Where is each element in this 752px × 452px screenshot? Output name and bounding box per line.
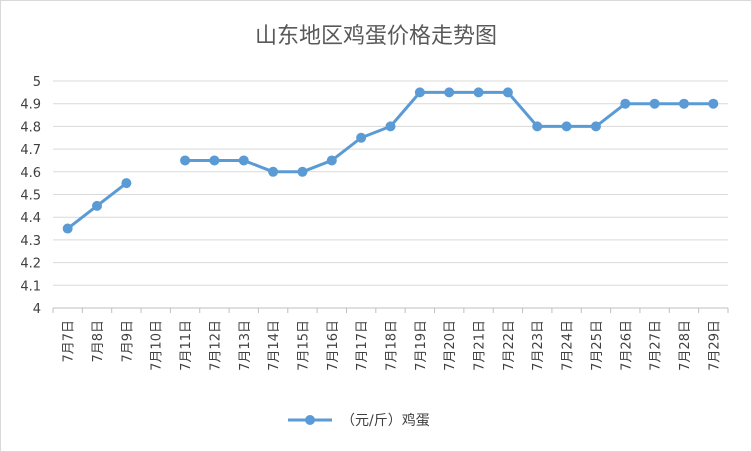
data-point[interactable]: [385, 121, 396, 132]
x-tick-label: 7月14日: [267, 320, 282, 371]
x-tick-label: 7月10日: [150, 320, 165, 371]
x-tick-label: 7月25日: [590, 320, 605, 371]
data-point[interactable]: [502, 87, 513, 98]
data-point[interactable]: [708, 98, 719, 109]
x-tick-label: 7月24日: [561, 320, 576, 371]
y-tick-label: 4.6: [20, 166, 41, 181]
x-tick-label: 7月17日: [355, 320, 370, 371]
data-point[interactable]: [297, 166, 308, 177]
x-tick-label: 7月11日: [179, 320, 194, 371]
data-point[interactable]: [209, 155, 220, 166]
y-tick-label: 4: [33, 302, 41, 317]
data-point[interactable]: [62, 223, 73, 234]
y-tick-label: 4.4: [20, 211, 41, 226]
data-point[interactable]: [444, 87, 455, 98]
x-tick-label: 7月8日: [91, 320, 106, 363]
y-tick-label: 4.2: [20, 257, 41, 272]
data-point[interactable]: [649, 98, 660, 109]
x-tick-label: 7月26日: [619, 320, 634, 371]
legend-point-marker: [305, 415, 315, 425]
y-tick-label: 4.1: [20, 279, 41, 294]
x-tick-label: 7月20日: [443, 320, 458, 371]
data-point[interactable]: [590, 121, 601, 132]
x-tick-label: 7月22日: [502, 320, 517, 371]
legend-label: （元/斤）鸡蛋: [341, 412, 430, 429]
x-tick-label: 7月9日: [120, 320, 135, 363]
x-tick-label: 7月7日: [62, 320, 77, 363]
legend[interactable]: （元/斤）鸡蛋: [288, 412, 430, 429]
data-points: [62, 87, 719, 234]
data-point[interactable]: [238, 155, 249, 166]
chart-title: 山东地区鸡蛋价格走势图: [255, 24, 497, 49]
y-tick-label: 5: [33, 75, 41, 90]
data-point[interactable]: [678, 98, 689, 109]
x-tick-label: 7月16日: [326, 320, 341, 371]
data-point[interactable]: [268, 166, 279, 177]
series-lines: [66, 90, 715, 231]
grid-lines: [53, 80, 728, 286]
y-tick-label: 4.3: [20, 234, 41, 249]
x-tick-label: 7月18日: [385, 320, 400, 371]
data-point[interactable]: [180, 155, 191, 166]
x-tick-labels: 7月7日 7月8日 7月9日 7月10日 7月11日 7月12日 7月13日 7月14日 7月1…: [62, 320, 723, 371]
data-point[interactable]: [561, 121, 572, 132]
x-tick-label: 7月15日: [296, 320, 311, 371]
y-tick-label: 4.8: [20, 120, 41, 135]
series-line: [183, 90, 715, 174]
x-tick-label: 7月13日: [238, 320, 253, 371]
y-tick-labels: 4 4.1 4.2 4.3 4.4 4.5 4.6 4.7 4.8 4.9 5: [20, 75, 41, 317]
x-tick-label: 7月29日: [707, 320, 722, 371]
data-point[interactable]: [326, 155, 337, 166]
data-point[interactable]: [121, 178, 132, 189]
x-tick-label: 7月28日: [678, 320, 693, 371]
y-tick-label: 4.5: [20, 189, 41, 204]
data-point[interactable]: [473, 87, 484, 98]
x-tick-label: 7月12日: [208, 320, 223, 371]
data-point[interactable]: [414, 87, 425, 98]
x-tick-label: 7月23日: [531, 320, 546, 371]
x-tick-label: 7月27日: [649, 320, 664, 371]
data-point[interactable]: [532, 121, 543, 132]
data-point[interactable]: [620, 98, 631, 109]
data-point[interactable]: [356, 132, 367, 143]
x-tick-label: 7月19日: [414, 320, 429, 371]
axes: [52, 307, 729, 313]
data-point[interactable]: [92, 200, 103, 211]
y-tick-label: 4.7: [20, 143, 41, 158]
x-tick-label: 7月21日: [473, 320, 488, 371]
y-tick-label: 4.9: [20, 98, 41, 113]
